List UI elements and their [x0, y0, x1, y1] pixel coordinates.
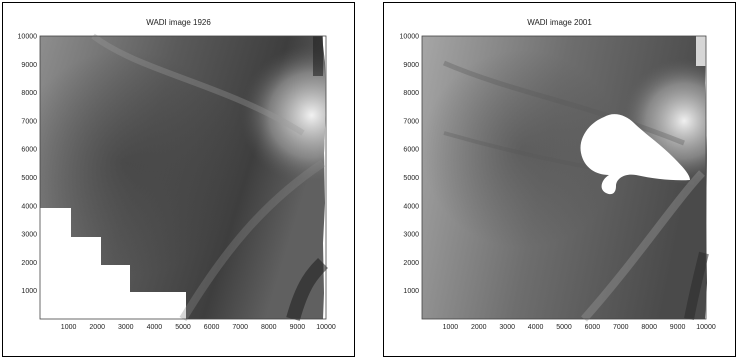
x-axis-ticks: 1000 2000 3000 4000 5000 6000 7000 8000 9000 1000… [443, 324, 716, 331]
y-tick-label: 7000 [21, 118, 37, 125]
x-tick-label: 10000 [316, 324, 336, 331]
y-tick-label: 10000 [18, 34, 38, 41]
x-tick-label: 7000 [613, 324, 629, 331]
y-axis-ticks: 1000 2000 3000 4000 5000 6000 7000 8000 9000 1000… [400, 34, 420, 296]
y-tick-label: 7000 [403, 118, 419, 125]
image-panel-2001: WADI image 2001 [383, 2, 736, 357]
y-tick-label: 6000 [21, 147, 37, 154]
x-tick-label: 8000 [641, 324, 657, 331]
x-tick-label: 2000 [471, 324, 487, 331]
x-tick-label: 4000 [147, 324, 163, 331]
x-tick-label: 3000 [118, 324, 134, 331]
y-tick-label: 2000 [21, 260, 37, 267]
y-tick-label: 6000 [403, 147, 419, 154]
y-axis-ticks: 1000 2000 3000 4000 5000 6000 7000 8000 9000 1000… [18, 34, 38, 296]
x-tick-label: 9000 [290, 324, 306, 331]
y-tick-label: 3000 [21, 232, 37, 239]
y-tick-label: 4000 [403, 203, 419, 210]
x-axis-ticks: 1000 2000 3000 4000 5000 6000 7000 8000 9000 1000… [61, 324, 336, 331]
image-panel-1926: WADI image 1926 [2, 2, 355, 357]
y-tick-label: 3000 [403, 232, 419, 239]
panel-title: WADI image 1926 [146, 18, 211, 27]
x-tick-label: 1000 [443, 324, 459, 331]
x-tick-label: 5000 [556, 324, 572, 331]
x-tick-label: 5000 [175, 324, 191, 331]
y-tick-label: 4000 [21, 203, 37, 210]
y-tick-label: 1000 [21, 288, 37, 295]
wadi-image-1926: 1000 2000 3000 4000 5000 6000 7000 8000 9000 1000… [18, 34, 336, 332]
white-void-blob [580, 114, 690, 195]
x-tick-label: 1000 [61, 324, 77, 331]
x-tick-label: 4000 [528, 324, 544, 331]
y-tick-label: 2000 [403, 260, 419, 267]
y-tick-label: 5000 [21, 175, 37, 182]
x-tick-label: 7000 [232, 324, 248, 331]
y-tick-label: 9000 [21, 62, 37, 69]
y-tick-label: 10000 [400, 34, 420, 41]
x-tick-label: 10000 [696, 324, 716, 331]
x-tick-label: 6000 [204, 324, 220, 331]
x-tick-label: 3000 [499, 324, 515, 331]
y-tick-label: 8000 [21, 90, 37, 97]
y-tick-label: 8000 [403, 90, 419, 97]
panel-title: WADI image 2001 [527, 18, 592, 27]
y-tick-label: 9000 [403, 62, 419, 69]
y-tick-label: 1000 [403, 288, 419, 295]
x-tick-label: 6000 [585, 324, 601, 331]
x-tick-label: 9000 [670, 324, 686, 331]
x-tick-label: 2000 [89, 324, 105, 331]
wadi-image-2001: 1000 2000 3000 4000 5000 6000 7000 8000 9000 1000… [400, 34, 716, 332]
x-tick-label: 8000 [261, 324, 277, 331]
y-tick-label: 5000 [403, 175, 419, 182]
